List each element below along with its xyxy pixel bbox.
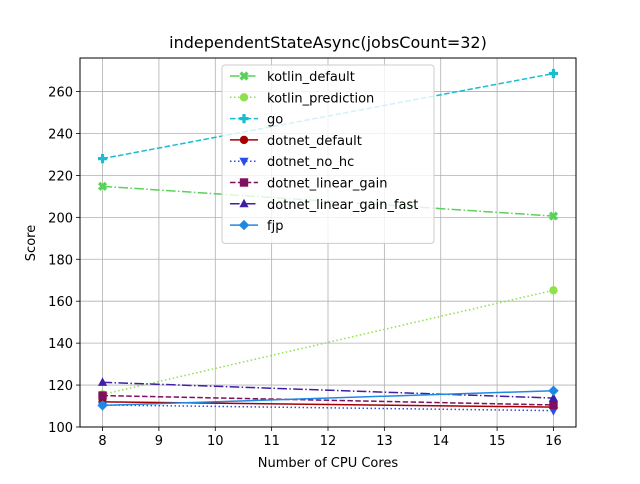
y-tick-label: 200 xyxy=(48,211,73,226)
legend-label: fjp xyxy=(267,219,283,234)
x-tick-label: 12 xyxy=(320,434,337,449)
legend-label: dotnet_linear_gain xyxy=(267,177,387,192)
data-point xyxy=(548,68,559,79)
legend-entry: go xyxy=(230,113,283,128)
y-tick-label: 240 xyxy=(48,127,73,142)
legend-marker xyxy=(239,135,249,145)
legend-entry: dotnet_linear_gain xyxy=(230,177,387,192)
data-point xyxy=(97,181,108,191)
data-point xyxy=(549,286,558,295)
legend-entry: kotlin_default xyxy=(230,70,355,85)
x-tick-label: 11 xyxy=(263,434,280,449)
data-point xyxy=(548,407,559,416)
series-dotnet_linear_gain_fast xyxy=(97,377,559,402)
y-axis-label: Score xyxy=(24,225,39,261)
data-point xyxy=(98,391,107,400)
legend-entry: dotnet_default xyxy=(230,134,362,149)
data-point-shape xyxy=(97,181,108,191)
legend-marker xyxy=(239,178,249,187)
legend-label: dotnet_default xyxy=(267,134,362,149)
legend-box xyxy=(221,64,435,244)
series-line xyxy=(102,404,554,412)
data-point xyxy=(97,154,108,164)
legend-entry: kotlin_prediction xyxy=(230,91,374,106)
legend-marker xyxy=(239,114,249,124)
legend-label: kotlin_default xyxy=(267,70,355,85)
data-point xyxy=(548,385,559,396)
y-tick-label: 220 xyxy=(48,169,73,184)
legend-label: dotnet_no_hc xyxy=(267,155,354,170)
legend-label: kotlin_prediction xyxy=(267,91,374,106)
legend-entry: fjp xyxy=(230,219,283,234)
x-tick-label: 10 xyxy=(207,434,224,449)
series-line xyxy=(102,389,554,407)
legend-entry: dotnet_no_hc xyxy=(230,155,354,170)
y-tick-label: 140 xyxy=(48,337,73,352)
legend-marker xyxy=(239,93,249,102)
y-tick-label: 120 xyxy=(48,379,73,394)
legend-label: go xyxy=(267,113,283,128)
legend-marker-shape xyxy=(239,71,249,81)
data-point xyxy=(548,393,559,402)
legend-label: dotnet_linear_gain_fast xyxy=(267,198,418,213)
x-tick-label: 16 xyxy=(545,434,562,449)
x-axis-label: Number of CPU Cores xyxy=(258,456,399,471)
y-tick-label: 160 xyxy=(48,295,73,310)
chart-title: independentStateAsync(jobsCount=32) xyxy=(169,33,487,52)
x-tick-label: 9 xyxy=(155,434,163,449)
series-line xyxy=(102,289,554,396)
legend-marker xyxy=(238,219,250,231)
legend-marker xyxy=(239,71,249,81)
x-tick-label: 8 xyxy=(98,434,106,449)
x-tick-label: 14 xyxy=(432,434,449,449)
series-line xyxy=(102,381,554,399)
series-dotnet_linear_gain xyxy=(98,391,558,410)
data-point xyxy=(549,400,558,410)
legend-marker xyxy=(239,198,249,208)
y-tick-label: 180 xyxy=(48,253,73,268)
series-fjp xyxy=(97,385,559,411)
data-point xyxy=(548,211,559,221)
legend-entry: dotnet_linear_gain_fast xyxy=(230,198,418,213)
x-tick-label: 15 xyxy=(489,434,506,449)
data-point xyxy=(97,400,108,411)
series-line xyxy=(102,394,554,406)
x-tick-label: 13 xyxy=(376,434,393,449)
axis-ticks: 8 9 10 11 12 13 14 15 16 100 120 140 160 180 200 220 240… xyxy=(48,86,562,449)
data-point xyxy=(97,377,108,386)
data-point-shape xyxy=(548,211,559,221)
y-tick-label: 100 xyxy=(48,421,73,436)
legend-marker xyxy=(239,157,249,167)
y-tick-label: 260 xyxy=(48,86,73,101)
